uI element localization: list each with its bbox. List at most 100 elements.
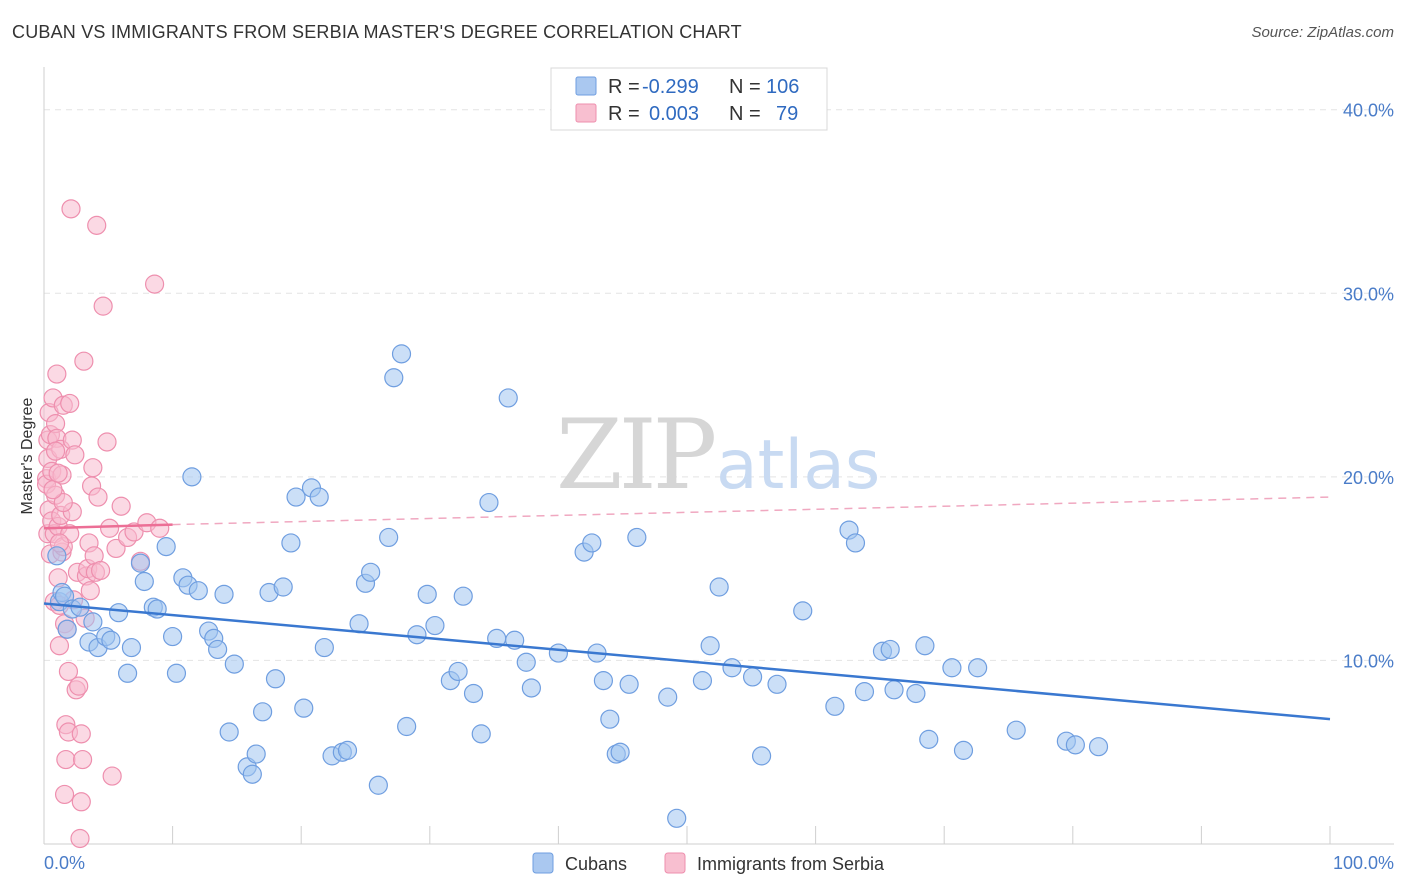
cuban-points	[47, 344, 1109, 828]
cuban-point-69	[521, 678, 541, 698]
serbia-point-76	[48, 463, 68, 483]
cuban-point-4	[57, 619, 77, 639]
cuban-point-100	[942, 658, 962, 678]
bottom-legend-swatch-serbia	[664, 852, 686, 874]
cuban-point-70	[548, 643, 569, 663]
serbia-point-73	[150, 518, 170, 538]
serbia-point-36	[60, 393, 80, 414]
cuban-point-96	[884, 680, 904, 700]
y-tick-label-3: 40.0%	[1343, 101, 1394, 121]
serbia-point-61	[90, 560, 111, 581]
watermark-zip: ZIP	[556, 399, 715, 511]
cuban-point-24	[182, 467, 202, 487]
cuban-point-85	[722, 658, 742, 678]
y-tick-label-2: 30.0%	[1343, 284, 1394, 304]
bottom-legend-label-cubans: Cubans	[565, 854, 627, 874]
serbia-point-16	[47, 364, 67, 384]
trend-lines	[43, 496, 1331, 721]
x-tick-label-1: 100.0%	[1333, 853, 1394, 873]
legend-swatch-cubans	[575, 76, 597, 96]
cuban-point-64	[479, 492, 499, 513]
serbia-point-77	[45, 441, 66, 461]
cuban-point-16	[134, 571, 154, 592]
legend-r-value-cubans: -0.299	[642, 76, 699, 98]
trend-line-cubans	[43, 602, 1331, 721]
serbia-point-75	[43, 480, 63, 500]
cuban-point-78	[619, 674, 639, 694]
serbia-point-33	[58, 661, 79, 682]
serbia-point-49	[74, 351, 94, 371]
cuban-point-12	[108, 603, 129, 623]
serbia-point-60	[88, 487, 108, 507]
cuban-point-103	[1006, 720, 1026, 740]
serbia-point-66	[106, 538, 126, 559]
legend-swatch-serbia	[575, 103, 597, 123]
cuban-point-75	[600, 709, 620, 729]
cuban-point-33	[242, 764, 262, 784]
cuban-point-72	[582, 533, 602, 553]
serbia-point-64	[99, 518, 120, 538]
cuban-point-61	[453, 586, 473, 606]
legend-n-value-cubans: 106	[766, 76, 799, 98]
bottom-legend-swatch-cubans	[532, 852, 554, 874]
cuban-point-80	[658, 687, 678, 707]
bottom-legend-label-serbia: Immigrants from Serbia	[697, 854, 885, 874]
legend-n-label-cubans: N =	[729, 76, 761, 98]
cuban-point-79	[627, 527, 647, 548]
legend-n-label-serbia: N =	[729, 103, 761, 125]
stats-legend-box	[550, 67, 828, 131]
serbia-point-59	[87, 215, 107, 235]
serbia-point-65	[102, 766, 122, 786]
cuban-point-58	[425, 615, 445, 636]
cuban-point-13	[117, 663, 138, 683]
cuban-point-95	[880, 639, 900, 660]
cuban-point-43	[309, 487, 329, 507]
cuban-point-92	[845, 533, 866, 553]
cuban-point-52	[379, 527, 399, 548]
cuban-point-14	[121, 637, 142, 658]
cuban-point-83	[700, 636, 720, 656]
cuban-point-19	[156, 537, 176, 557]
cuban-point-66	[498, 388, 518, 408]
cuban-point-97	[906, 683, 926, 704]
cuban-point-56	[407, 625, 427, 645]
cuban-point-106	[1088, 737, 1109, 757]
cuban-point-39	[281, 533, 301, 553]
serbia-point-48	[72, 749, 93, 770]
cuban-point-34	[246, 744, 266, 764]
cuban-point-89	[793, 601, 813, 621]
serbia-point-37	[61, 199, 81, 219]
serbia-point-74	[53, 492, 73, 513]
chart-title: CUBAN VS IMMIGRANTS FROM SERBIA MASTER'S…	[12, 22, 742, 42]
cuban-point-38	[273, 577, 293, 597]
cuban-point-53	[384, 368, 404, 388]
cuban-point-41	[294, 698, 314, 718]
cuban-point-47	[337, 740, 358, 760]
cuban-point-86	[742, 667, 763, 687]
serbia-point-72	[144, 274, 165, 294]
y-axis-label: Master's Degree	[19, 397, 36, 514]
cuban-point-28	[208, 639, 228, 660]
cuban-point-35	[253, 702, 273, 722]
cuban-point-102	[968, 658, 988, 678]
y-tick-label-1: 20.0%	[1343, 468, 1394, 488]
serbia-point-47	[71, 724, 91, 744]
serbia-point-67	[111, 496, 131, 516]
cuban-point-20	[163, 626, 183, 647]
cuban-point-74	[593, 671, 614, 691]
serbia-point-56	[83, 458, 103, 478]
source-credit: Source: ZipAtlas.com	[1251, 24, 1394, 41]
cuban-point-55	[397, 716, 417, 737]
y-tick-label-0: 10.0%	[1343, 651, 1394, 671]
serbia-point-20	[49, 636, 70, 656]
cuban-point-29	[214, 584, 234, 604]
cuban-point-57	[417, 584, 437, 604]
cuban-point-30	[219, 722, 239, 742]
legend-n-value-serbia: 79	[776, 103, 798, 125]
cuban-point-81	[667, 808, 687, 828]
x-tick-label-0: 0.0%	[44, 853, 85, 873]
cuban-point-63	[471, 724, 491, 744]
cuban-point-54	[391, 344, 412, 364]
cuban-point-60	[448, 661, 468, 682]
cuban-point-31	[224, 654, 244, 674]
